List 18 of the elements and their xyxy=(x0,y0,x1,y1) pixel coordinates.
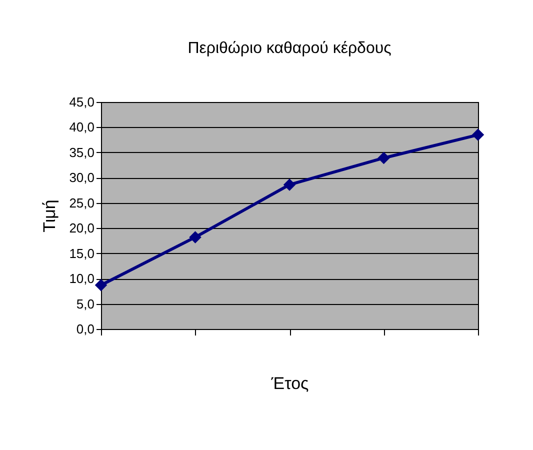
y-tick-label: 45,0 xyxy=(69,94,94,110)
y-tick-label: 20,0 xyxy=(69,220,94,236)
chart-title: Περιθώριο καθαρού κέρδους xyxy=(188,40,392,57)
y-tick-label: 5,0 xyxy=(76,296,94,312)
x-axis-title: Έτος xyxy=(270,374,309,393)
y-tick-label: 25,0 xyxy=(69,195,94,210)
point xyxy=(189,231,202,244)
point xyxy=(94,278,108,292)
point xyxy=(283,178,296,191)
y-tick-label: 15,0 xyxy=(69,246,94,261)
point xyxy=(378,152,390,164)
y-tick-label: 10,0 xyxy=(69,271,94,286)
y-tick-label: 35,0 xyxy=(69,144,94,160)
y-axis-title: Τιμή xyxy=(40,200,60,232)
y-tick-label: 40,0 xyxy=(69,120,94,135)
y-tick-label: 30,0 xyxy=(69,170,94,186)
y-tick-label: 0,0 xyxy=(76,322,94,336)
point xyxy=(472,128,484,141)
